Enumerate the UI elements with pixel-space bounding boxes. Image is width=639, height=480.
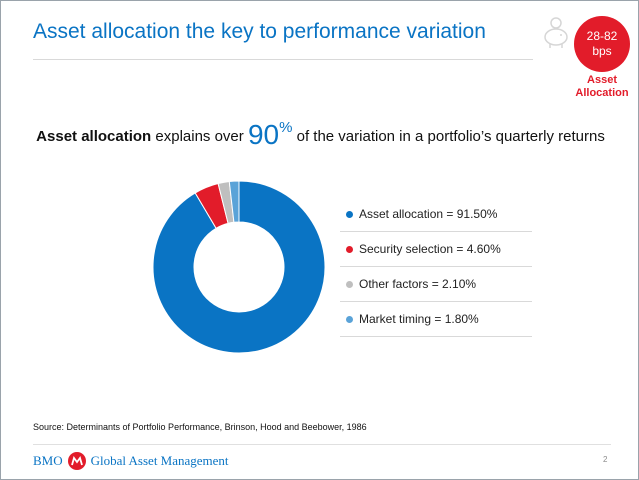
legend-item: Asset allocation = 91.50% bbox=[340, 197, 532, 232]
legend-label: Other factors = 2.10% bbox=[359, 277, 477, 291]
chart-legend: Asset allocation = 91.50% Security select… bbox=[340, 197, 532, 337]
legend-dot-icon bbox=[346, 245, 353, 253]
legend-label: Asset allocation = 91.50% bbox=[359, 207, 498, 221]
piggy-bank-icon bbox=[544, 17, 568, 48]
bps-badge: 28-82 bps bbox=[574, 16, 630, 72]
legend-item: Security selection = 4.60% bbox=[340, 232, 532, 267]
legend-label: Market timing = 1.80% bbox=[359, 312, 479, 326]
logo-company: Global Asset Management bbox=[90, 453, 229, 468]
legend-item: Other factors = 2.10% bbox=[340, 267, 532, 302]
badge-unit: bps bbox=[592, 44, 612, 58]
legend-item: Market timing = 1.80% bbox=[340, 302, 532, 337]
logo-brand: BMO bbox=[33, 453, 63, 468]
legend-dot-icon bbox=[346, 315, 353, 323]
badge-caption-line1: Asset bbox=[587, 74, 617, 86]
headline-percent: % bbox=[279, 119, 293, 136]
headline: Asset allocation explains over 90% of th… bbox=[1, 119, 639, 151]
legend-dot-icon bbox=[346, 280, 353, 288]
badge-range: 28-82 bbox=[586, 29, 618, 43]
headline-mid: explains over bbox=[151, 128, 248, 145]
headline-bold: Asset allocation bbox=[36, 128, 152, 145]
badge-caption-line2: Allocation bbox=[575, 87, 629, 99]
legend-dot-icon bbox=[346, 210, 353, 218]
slide-title: Asset allocation the key to performance … bbox=[33, 20, 486, 43]
page-number: 2 bbox=[603, 455, 608, 464]
legend-label: Security selection = 4.60% bbox=[359, 242, 501, 256]
donut-chart bbox=[152, 180, 326, 354]
footer-divider bbox=[33, 444, 611, 445]
company-logo: BMO Global Asset Management bbox=[33, 452, 229, 470]
title-divider bbox=[33, 59, 533, 60]
donut-slice-3 bbox=[228, 180, 240, 223]
headline-end: of the variation in a portfolio’s quarte… bbox=[292, 128, 605, 145]
source-note: Source: Determinants of Portfolio Perfor… bbox=[33, 422, 367, 432]
badge-caption: Asset Allocation bbox=[567, 74, 637, 100]
bmo-roundel-icon bbox=[67, 452, 86, 470]
headline-number: 90 bbox=[247, 119, 280, 150]
donut-slice-0 bbox=[152, 180, 326, 354]
